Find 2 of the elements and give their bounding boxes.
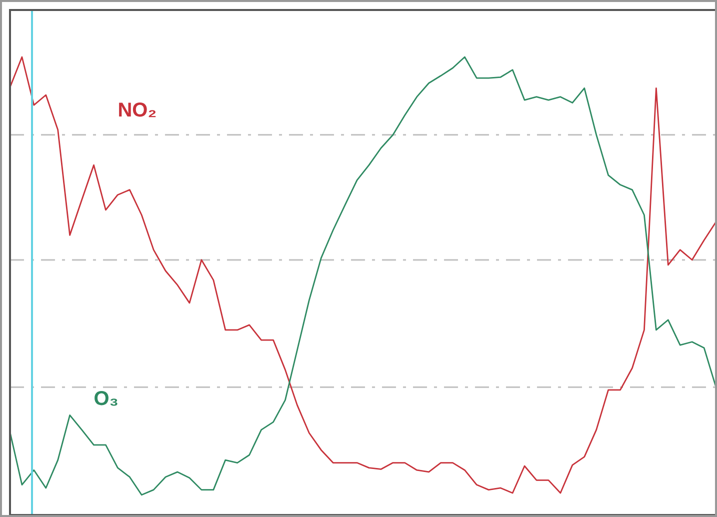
- text: NO₂: [118, 100, 157, 122]
- series-label: O₃: [94, 388, 119, 410]
